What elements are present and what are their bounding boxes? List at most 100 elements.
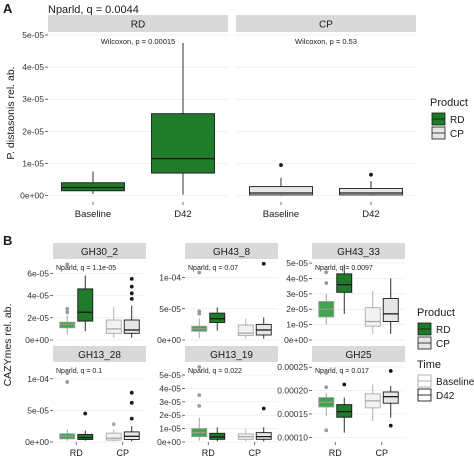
panel-b-facet-gh25-box-rd-baseline-outlier-2 [324, 428, 329, 433]
panel-b-facet-gh30-2-box-cp-d42-outlier-3 [129, 276, 134, 281]
panel-b-facet-gh43-33-box-cp-d42-box [382, 298, 399, 322]
panel-b-facet-gh25-strip [312, 346, 405, 362]
panel-b-facet-gh43-33-box-rd-d42 [336, 264, 353, 314]
panel-a-facet-cp-xtick-label-0: Baseline [263, 209, 299, 220]
panel-b-facet-gh13-28-strip [53, 346, 146, 362]
panel-b-facet-gh30-2-box-cp-baseline-box [105, 319, 122, 334]
panel-b-facet-gh43-33-strip-label: GH43_33 [337, 247, 380, 258]
panel-b-facet-gh13-28-xtick-label-0: RD [70, 448, 83, 458]
panel-b-facet-gh30-2-box-rd-baseline-outlier-1 [65, 306, 70, 311]
panel-b-facet-gh25-box-rd-baseline-outlier-1 [324, 370, 329, 375]
panel-a-facet-rd-strip-label: RD [131, 20, 145, 31]
panel-b-facet-gh43-8-box-cp-d42 [255, 261, 272, 339]
panel-b-facet-gh13-28-box-cp-d42-outlier-1 [129, 400, 134, 405]
panel-b-facet-gh13-19-xtick-label-0: RD [202, 448, 215, 458]
panel-a-facet-rd-ytick-label-2: 2e-05 [22, 126, 44, 136]
panel-b-facet-gh30-2-box-cp-d42-outlier-2 [129, 284, 134, 289]
panel-b-facet-gh25-xtick-label-1: CP [375, 448, 388, 458]
panel-b-facet-gh13-28-annotation: Nparld, q = 0.1 [56, 368, 102, 375]
panel-b-facet-gh25-ytick-label-1: 0.00015 [277, 409, 308, 419]
panel-b-facet-gh13-19-annotation: Nparld, q = 0.022 [188, 368, 242, 375]
panel-b-facet-gh30-2-box-cp-d42-outlier-0 [129, 296, 134, 301]
panel-b-facet-gh25-box-cp-d42 [382, 369, 399, 428]
panel-b-facet-gh13-28-box-rd-baseline-outlier-1 [65, 371, 70, 376]
panel-b-legend-cp: CP [436, 339, 450, 350]
panel-b-facet-gh43-8-ytick-label-0: 0e+00 [157, 335, 181, 345]
panel-b-facet-gh30-2-box-cp-d42-outlier-1 [129, 291, 134, 296]
panel-b-facet-gh25-box-rd-baseline-outlier-0 [324, 385, 329, 390]
panel-b-facet-gh13-19-strip [185, 346, 278, 362]
panel-b-legend: Product RD CP Time Baseline D42 [417, 307, 474, 402]
panel-b-facet-gh43-8-strip-label: GH43_8 [213, 247, 251, 258]
panel-a-ylabel: P. distasonis rel. ab. [5, 66, 17, 159]
panel-b-facet-gh13-19-strip-label: GH13_19 [210, 350, 253, 361]
panel-b-facet-gh30-2-box-rd-baseline-outlier-0 [65, 310, 70, 315]
panel-b-facet-gh43-33-box-rd-baseline-outlier-1 [324, 270, 329, 275]
panel-b-facet-gh13-19-box-cp-d42 [255, 406, 272, 442]
panel-b-facet-gh43-8-box-rd-baseline-outlier-1 [197, 309, 202, 314]
panel-b-facet-gh43-33-box-rd-baseline [318, 270, 335, 325]
panel-a-facet-rd-ytick-label-5: 5e-05 [22, 30, 44, 40]
panel-a-header: Nparld, q = 0.0044 [48, 4, 139, 16]
panel-b-facet-gh43-33-ytick-label-4: 4e-05 [286, 273, 308, 283]
panel-b-facet-gh25-box-cp-d42-box [382, 391, 399, 404]
panel-a-facet-cp-box-d42-box [339, 188, 403, 196]
panel-b-facet-gh13-28-box-rd-d42-outlier-0 [83, 411, 88, 416]
panel-b-facet-gh13-19-box-rd-baseline-outlier-0 [197, 403, 202, 408]
panel-b-facet-gh13-28-ytick-label-1: 5e-05 [27, 405, 49, 415]
panel-b-facet-gh25-annotation: Nparld, q = 0.017 [315, 368, 369, 375]
panel-b-facet-gh43-8-ytick-label-1: 5e-05 [159, 304, 181, 314]
panel-b-facet-gh13-28-xtick-label-1: CP [116, 448, 129, 458]
panel-a-facet-rd-box-d42 [151, 43, 215, 195]
panel-b-facet-gh13-19-ytick-label-1: 1e-05 [159, 424, 181, 434]
panel-b-legend-product-title: Product [417, 307, 455, 319]
panel-b-facet-gh25-xtick-label-0: RD [329, 448, 342, 458]
panel-b-facet-gh30-2-annotation: Nparld, q = 1.1e-05 [56, 265, 116, 272]
panel-b-facet-gh13-19-ytick-label-0: 0e+00 [157, 437, 181, 447]
panel-b-facet-gh25-ytick-label-2: 0.00020 [277, 386, 308, 396]
panel-b-facet-gh30-2-ytick-label-1: 2e-05 [27, 313, 49, 323]
panel-b-facet-gh25-box-cp-d42-outlier-1 [388, 369, 393, 373]
panel-b-facet-gh30-2-box-rd-d42-box [77, 288, 94, 322]
panel-b-facet-gh13-28-box-cp-d42-outlier-0 [129, 416, 134, 421]
panel-b-facet-gh13-28-box-cp-d42 [123, 390, 140, 442]
panel-a-facet-cp-strip-label: CP [319, 20, 333, 31]
panel-b-facet-gh13-28-box-rd-baseline [59, 371, 76, 441]
panel-b-facet-gh43-8-box-cp-d42-outlier-0 [261, 261, 266, 266]
panel-b-legend-baseline: Baseline [436, 377, 474, 388]
panel-b-tag: B [3, 233, 12, 248]
panel-b-facet-gh25-strip-label: GH25 [345, 350, 372, 361]
panel-a-facet-rd-ytick-label-4: 4e-05 [22, 62, 44, 72]
panel-b-facet-gh30-2-box-rd-baseline-outlier-2 [65, 262, 70, 267]
panel-a-facet-rd-box-baseline [61, 171, 125, 194]
panel-a-facet-rd-ytick-label-3: 3e-05 [22, 94, 44, 104]
panel-b-facet-gh30-2-box-cp-baseline [105, 306, 122, 338]
panel-b-facet-gh30-2-box-cp-d42-box [123, 319, 140, 334]
panel-a-legend: Product RD CP [430, 97, 468, 140]
panel-b-facet-gh30-2-box-rd-baseline [59, 262, 76, 335]
panel-b-facet-gh43-8-box-rd-d42 [209, 307, 226, 331]
panel-a-facet-rd-ytick-label-0: 0e+00 [20, 191, 44, 201]
panel-a-legend-rd: RD [450, 115, 464, 126]
panel-b-facet-gh25-box-rd-d42-outlier-0 [342, 382, 347, 387]
panel-b-facet-gh13-19-box-rd-baseline [191, 365, 208, 441]
panel-b-facet-gh43-33-ytick-label-2: 2e-05 [286, 304, 308, 314]
panel-b-facet-gh43-33-strip [312, 243, 405, 259]
panel-b-facet-gh30-2-ytick-label-3: 6e-05 [27, 268, 49, 278]
panel-b-facet-gh13-19-ytick-label-3: 3e-05 [159, 397, 181, 407]
panel-a-facet-rd-box-baseline-box [61, 182, 125, 192]
panel-b-legend-rd: RD [436, 325, 450, 336]
panel-b-facet-gh43-33-ytick-label-0: 0e+00 [284, 335, 308, 345]
panel-b-facet-gh43-33-box-cp-d42 [382, 278, 399, 334]
panel-b-facet-gh25-box-rd-d42-box [336, 404, 353, 418]
panel-a-facet-rd-box-d42-box [151, 113, 215, 174]
panel-a-legend-cp: CP [450, 129, 464, 140]
panel-b-facet-gh43-33-ytick-label-1: 1e-05 [286, 320, 308, 330]
panel-b-facet-gh30-2-box-rd-d42 [77, 275, 94, 332]
panel-b-facet-gh25-box-rd-baseline [318, 370, 335, 433]
panel-b-facet-gh13-28-box-rd-d42 [77, 411, 94, 441]
panel-a-facet-cp-annotation: Wilcoxon, p = 0.53 [295, 37, 357, 46]
panel-b-facet-gh43-33-box-rd-baseline-outlier-0 [324, 281, 329, 285]
panel-b-facet-gh13-19-box-rd-baseline-outlier-2 [197, 365, 202, 369]
